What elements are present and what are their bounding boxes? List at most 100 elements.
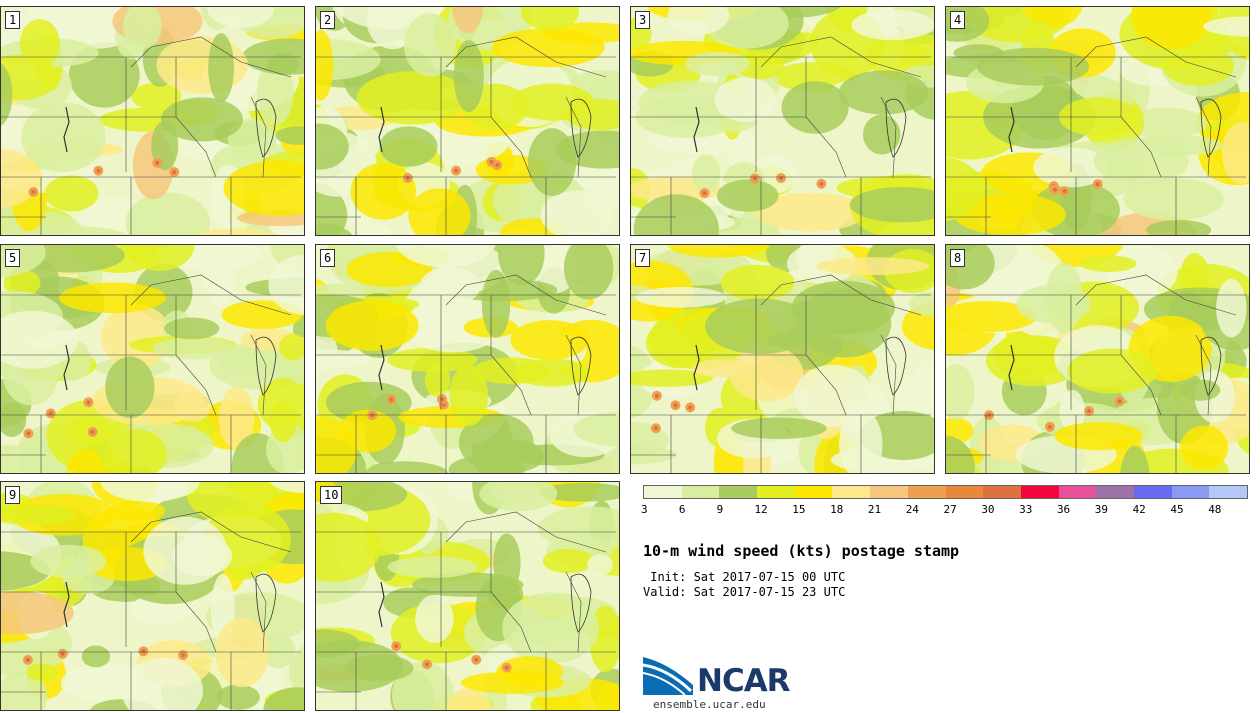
wind-field-patch [216,684,260,710]
convective-core [31,190,36,194]
wind-field-patch [316,512,381,582]
wind-speed-map [631,7,934,235]
valid-time: Valid: Sat 2017-07-15 23 UTC [643,585,846,599]
wind-field-patch [164,317,220,340]
wind-field-patch [152,337,238,360]
wind-field-patch [387,556,478,578]
member-number: 7 [635,249,651,267]
wind-field-patch [19,19,60,69]
lake-michigan-outline [885,336,907,396]
wind-field-patch [538,482,619,502]
river-line [378,581,385,628]
convective-core [454,168,459,173]
wind-field-patch [424,363,451,397]
convective-core [654,393,659,398]
convective-core [181,653,186,658]
wind-field-patch [453,40,484,113]
wind-field-patch [849,187,934,223]
wind-field-patch [514,358,591,387]
wind-field-patch [289,648,304,696]
wind-speed-map [316,7,619,235]
wind-field-patch [908,291,934,317]
wind-field-patch [1221,122,1249,184]
convective-core [405,176,410,180]
member-number: 2 [320,11,336,29]
colorbar-tick-label: 33 [1019,503,1033,516]
wind-field-patch [395,245,496,268]
wind-field-patch [573,411,619,447]
state-boundary [130,36,292,78]
state-boundary [445,36,607,78]
wind-field-patch [3,269,41,297]
wind-field-patch [1123,178,1224,221]
wind-field-patch [527,128,577,196]
wind-speed-map [1,482,304,710]
convective-core [60,651,65,656]
wind-field-patch [403,13,456,77]
wind-field-patch [105,356,155,419]
convective-core [1117,399,1122,404]
wind-field-patch [44,175,99,212]
wind-field-patch [1045,262,1084,333]
member-panel-5: 5 [0,244,305,474]
wind-field-patch [124,245,195,271]
wind-field-patch [816,257,930,275]
colorbar-tick-label: 36 [1056,503,1071,516]
colorbar-tick-label: 45 [1170,503,1184,516]
convective-core [495,163,500,167]
wind-field-patch [540,190,614,235]
river-line [693,106,700,153]
convective-core [96,168,101,173]
state-boundary [445,511,607,553]
wind-field-patch [1054,422,1143,451]
state-boundary [1075,36,1237,78]
wind-field-patch [913,359,934,396]
convective-core [141,649,146,654]
wind-field-patch [30,544,107,578]
convective-core [819,181,824,186]
wind-field-patch [345,654,414,682]
lake-michigan-outline [885,98,907,158]
wind-field-patch [218,386,255,450]
member-panel-9: 9 [0,481,305,711]
wind-field-patch [946,157,984,222]
member-number: 1 [5,11,21,29]
member-number: 10 [320,486,343,504]
wind-field-patch [1,591,74,635]
state-boundary [490,532,532,653]
convective-core [172,170,177,175]
wind-field-patch [1180,379,1221,401]
state-boundary [130,274,292,316]
wind-field-patch [204,246,235,305]
wind-field-patch [400,293,505,353]
state-boundary [490,57,532,178]
member-panel-1: 1 [0,6,305,236]
wind-field-patch [994,197,1022,231]
wind-field-patch [122,7,162,50]
convective-core [673,403,678,408]
state-boundary [805,295,847,416]
wind-field-patch [1059,389,1085,432]
wind-field-patch [946,301,1038,332]
colorbar-tick-label: 6 [678,503,686,516]
wind-field-patch [1067,348,1157,394]
convective-core [504,665,509,670]
lake-michigan-outline [570,336,592,396]
wind-field-patch [66,448,106,473]
state-boundary [490,295,532,416]
wind-field-patch [419,266,481,306]
wind-field-patch [449,364,489,427]
colorbar-swatch [1020,486,1059,498]
wind-field-patch [946,435,975,473]
colorbar-tick-label: 18 [830,503,844,516]
colorbar-tick-label: 39 [1094,503,1108,516]
wind-field-patch [838,70,929,115]
colorbar-swatch [1133,486,1172,498]
colorbar-swatch [681,486,720,498]
wind-field-patch [267,52,299,76]
colorbar-swatch [719,486,758,498]
convective-core [394,644,399,649]
wind-field-patch [279,333,304,361]
member-panel-3: 3 [630,6,935,236]
convective-core [688,405,693,410]
